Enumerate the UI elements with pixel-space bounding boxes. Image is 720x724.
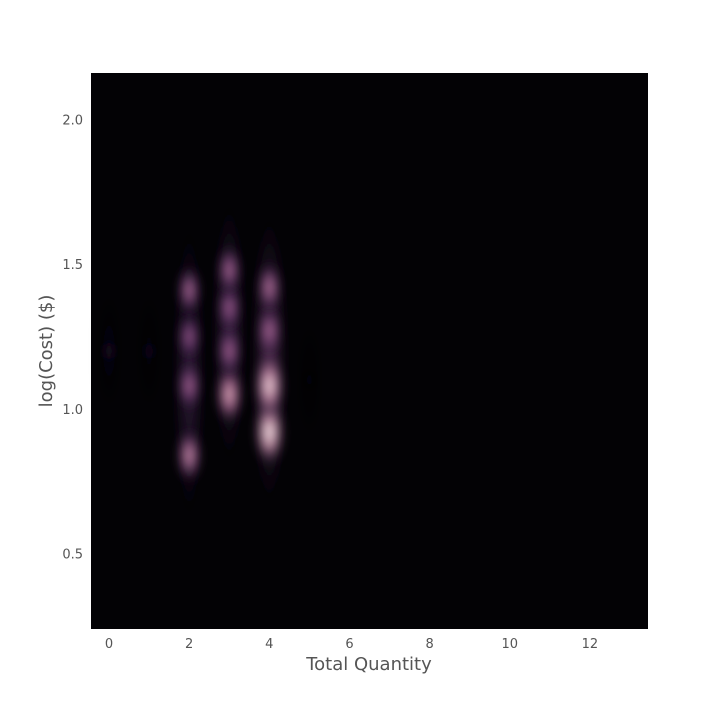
x-tick-label: 2 <box>185 637 193 652</box>
x-tick-label: 12 <box>582 637 599 652</box>
y-axis-ticks: 0.5 1.0 1.5 2.0 <box>62 113 83 562</box>
y-tick-label: 0.5 <box>62 548 83 563</box>
density-blob <box>217 244 241 296</box>
density-blob <box>257 260 282 314</box>
density-blob <box>254 398 285 467</box>
density-blob <box>257 305 281 357</box>
density-layer <box>97 185 321 537</box>
y-axis-label: log(Cost) ($) <box>36 295 57 408</box>
density-blob <box>215 364 243 425</box>
x-tick-label: 6 <box>345 637 353 652</box>
density-blob <box>176 427 202 484</box>
x-tick-label: 4 <box>265 637 273 652</box>
y-tick-label: 1.5 <box>62 258 83 273</box>
x-axis-label: Total Quantity <box>305 654 432 675</box>
x-axis-ticks: 0 2 4 6 8 10 12 <box>105 637 598 652</box>
y-tick-label: 2.0 <box>62 113 83 128</box>
y-tick-label: 1.0 <box>62 403 83 418</box>
density-blob <box>302 366 316 394</box>
density-blob <box>177 360 201 411</box>
density-blob <box>142 337 156 365</box>
density-blob <box>217 325 241 377</box>
density-blob <box>218 282 241 333</box>
x-tick-label: 8 <box>425 637 433 652</box>
x-tick-label: 10 <box>501 637 518 652</box>
density-blob <box>254 352 284 419</box>
density-blob <box>178 312 201 361</box>
density-blob <box>101 336 117 366</box>
density-blob <box>177 264 201 316</box>
x-tick-label: 0 <box>105 637 113 652</box>
